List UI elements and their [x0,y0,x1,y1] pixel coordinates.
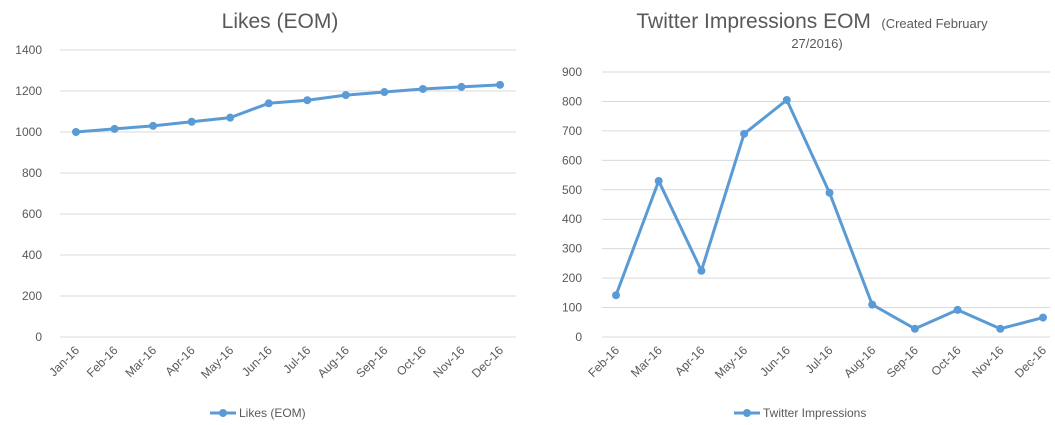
y-tick-label: 0 [35,330,42,344]
y-tick-label: 400 [562,212,582,226]
data-point [996,324,1005,333]
y-tick-label: 300 [562,242,582,256]
x-tick-label: Aug-16 [841,343,878,380]
x-tick-label: Oct-16 [928,343,964,379]
data-point [226,113,235,122]
x-tick-label: May-16 [712,343,750,381]
data-point [264,99,273,108]
x-tick-label: Aug-16 [315,343,352,380]
y-tick-label: 600 [562,153,582,167]
y-tick-label: 1200 [15,84,42,98]
data-point [341,91,350,100]
data-point [418,84,427,93]
x-tick-label: Mar-16 [122,343,159,380]
y-tick-label: 800 [22,166,42,180]
x-tick-label: Jul-16 [280,343,313,376]
x-tick-label: Nov-16 [430,343,467,380]
data-point [496,80,504,89]
legend-label: Likes (EOM) [239,406,306,420]
x-tick-label: Mar-16 [628,343,665,380]
x-tick-label: Feb-16 [84,343,121,380]
series-line [614,98,1044,331]
data-point [868,300,877,309]
x-tick-label: Sep-16 [353,343,390,380]
data-point [457,82,466,91]
twitter-chart-title-main: Twitter Impressions EOM [636,10,871,33]
data-point [782,95,791,104]
data-point [612,291,620,300]
data-point [910,324,919,333]
y-tick-label: 600 [22,207,42,221]
data-point [697,266,706,275]
x-tick-label: Oct-16 [394,343,430,379]
data-point [187,117,196,126]
y-tick-label: 400 [22,248,42,262]
twitter-chart-panel: Twitter Impressions EOM (Created Februar… [530,0,1055,425]
x-tick-label: May-16 [198,343,236,381]
data-point [825,188,834,197]
likes-chart-title: Likes (EOM) [222,10,339,33]
y-tick-label: 1000 [15,125,42,139]
x-tick-label: Feb-16 [585,343,622,380]
y-tick-label: 200 [22,289,42,303]
legend-label: Twitter Impressions [763,406,866,420]
series-line [75,83,501,134]
x-tick-label: Jun-16 [757,343,793,379]
x-tick-label: Nov-16 [969,343,1006,380]
data-point [110,124,119,133]
x-tick-label: Dec-16 [469,343,506,380]
x-tick-label: Apr-16 [162,343,198,379]
y-tick-label: 200 [562,271,582,285]
y-tick-label: 900 [562,65,582,79]
likes-chart-panel: Likes (EOM) 0 200 400 600 800 1000 1200 1400 Jan… [15,10,516,420]
legend-marker [743,409,751,417]
x-tick-label: Jan-16 [46,343,82,379]
x-tick-label: Dec-16 [1012,343,1049,380]
data-point [654,176,663,185]
data-point [303,96,312,105]
y-tick-label: 800 [562,94,582,108]
legend-marker [219,409,227,417]
x-tick-label: Jul-16 [803,343,836,376]
x-tick-label: Apr-16 [672,343,708,379]
twitter-chart-title: Twitter Impressions EOM (Created Februar… [636,10,988,33]
data-point [1039,313,1047,322]
twitter-chart-title-note-line2: 27/2016) [791,36,842,51]
y-tick-label: 0 [575,330,582,344]
y-tick-label: 500 [562,183,582,197]
x-tick-label: Sep-16 [884,343,921,380]
data-point [953,305,962,314]
y-tick-label: 100 [562,301,582,315]
data-point [149,121,158,130]
x-tick-label: Jun-16 [239,343,275,379]
y-tick-label: 1400 [15,43,42,57]
y-tick-label: 700 [562,124,582,138]
data-point [72,128,80,136]
twitter-chart-title-note: (Created February [881,16,988,31]
data-point [740,129,749,138]
likes-chart: Likes (EOM) 0 200 400 600 800 1000 1200 1400 Jan… [15,10,516,420]
twitter-chart: Twitter Impressions EOM (Created Februar… [562,10,1050,420]
data-point [380,88,389,97]
